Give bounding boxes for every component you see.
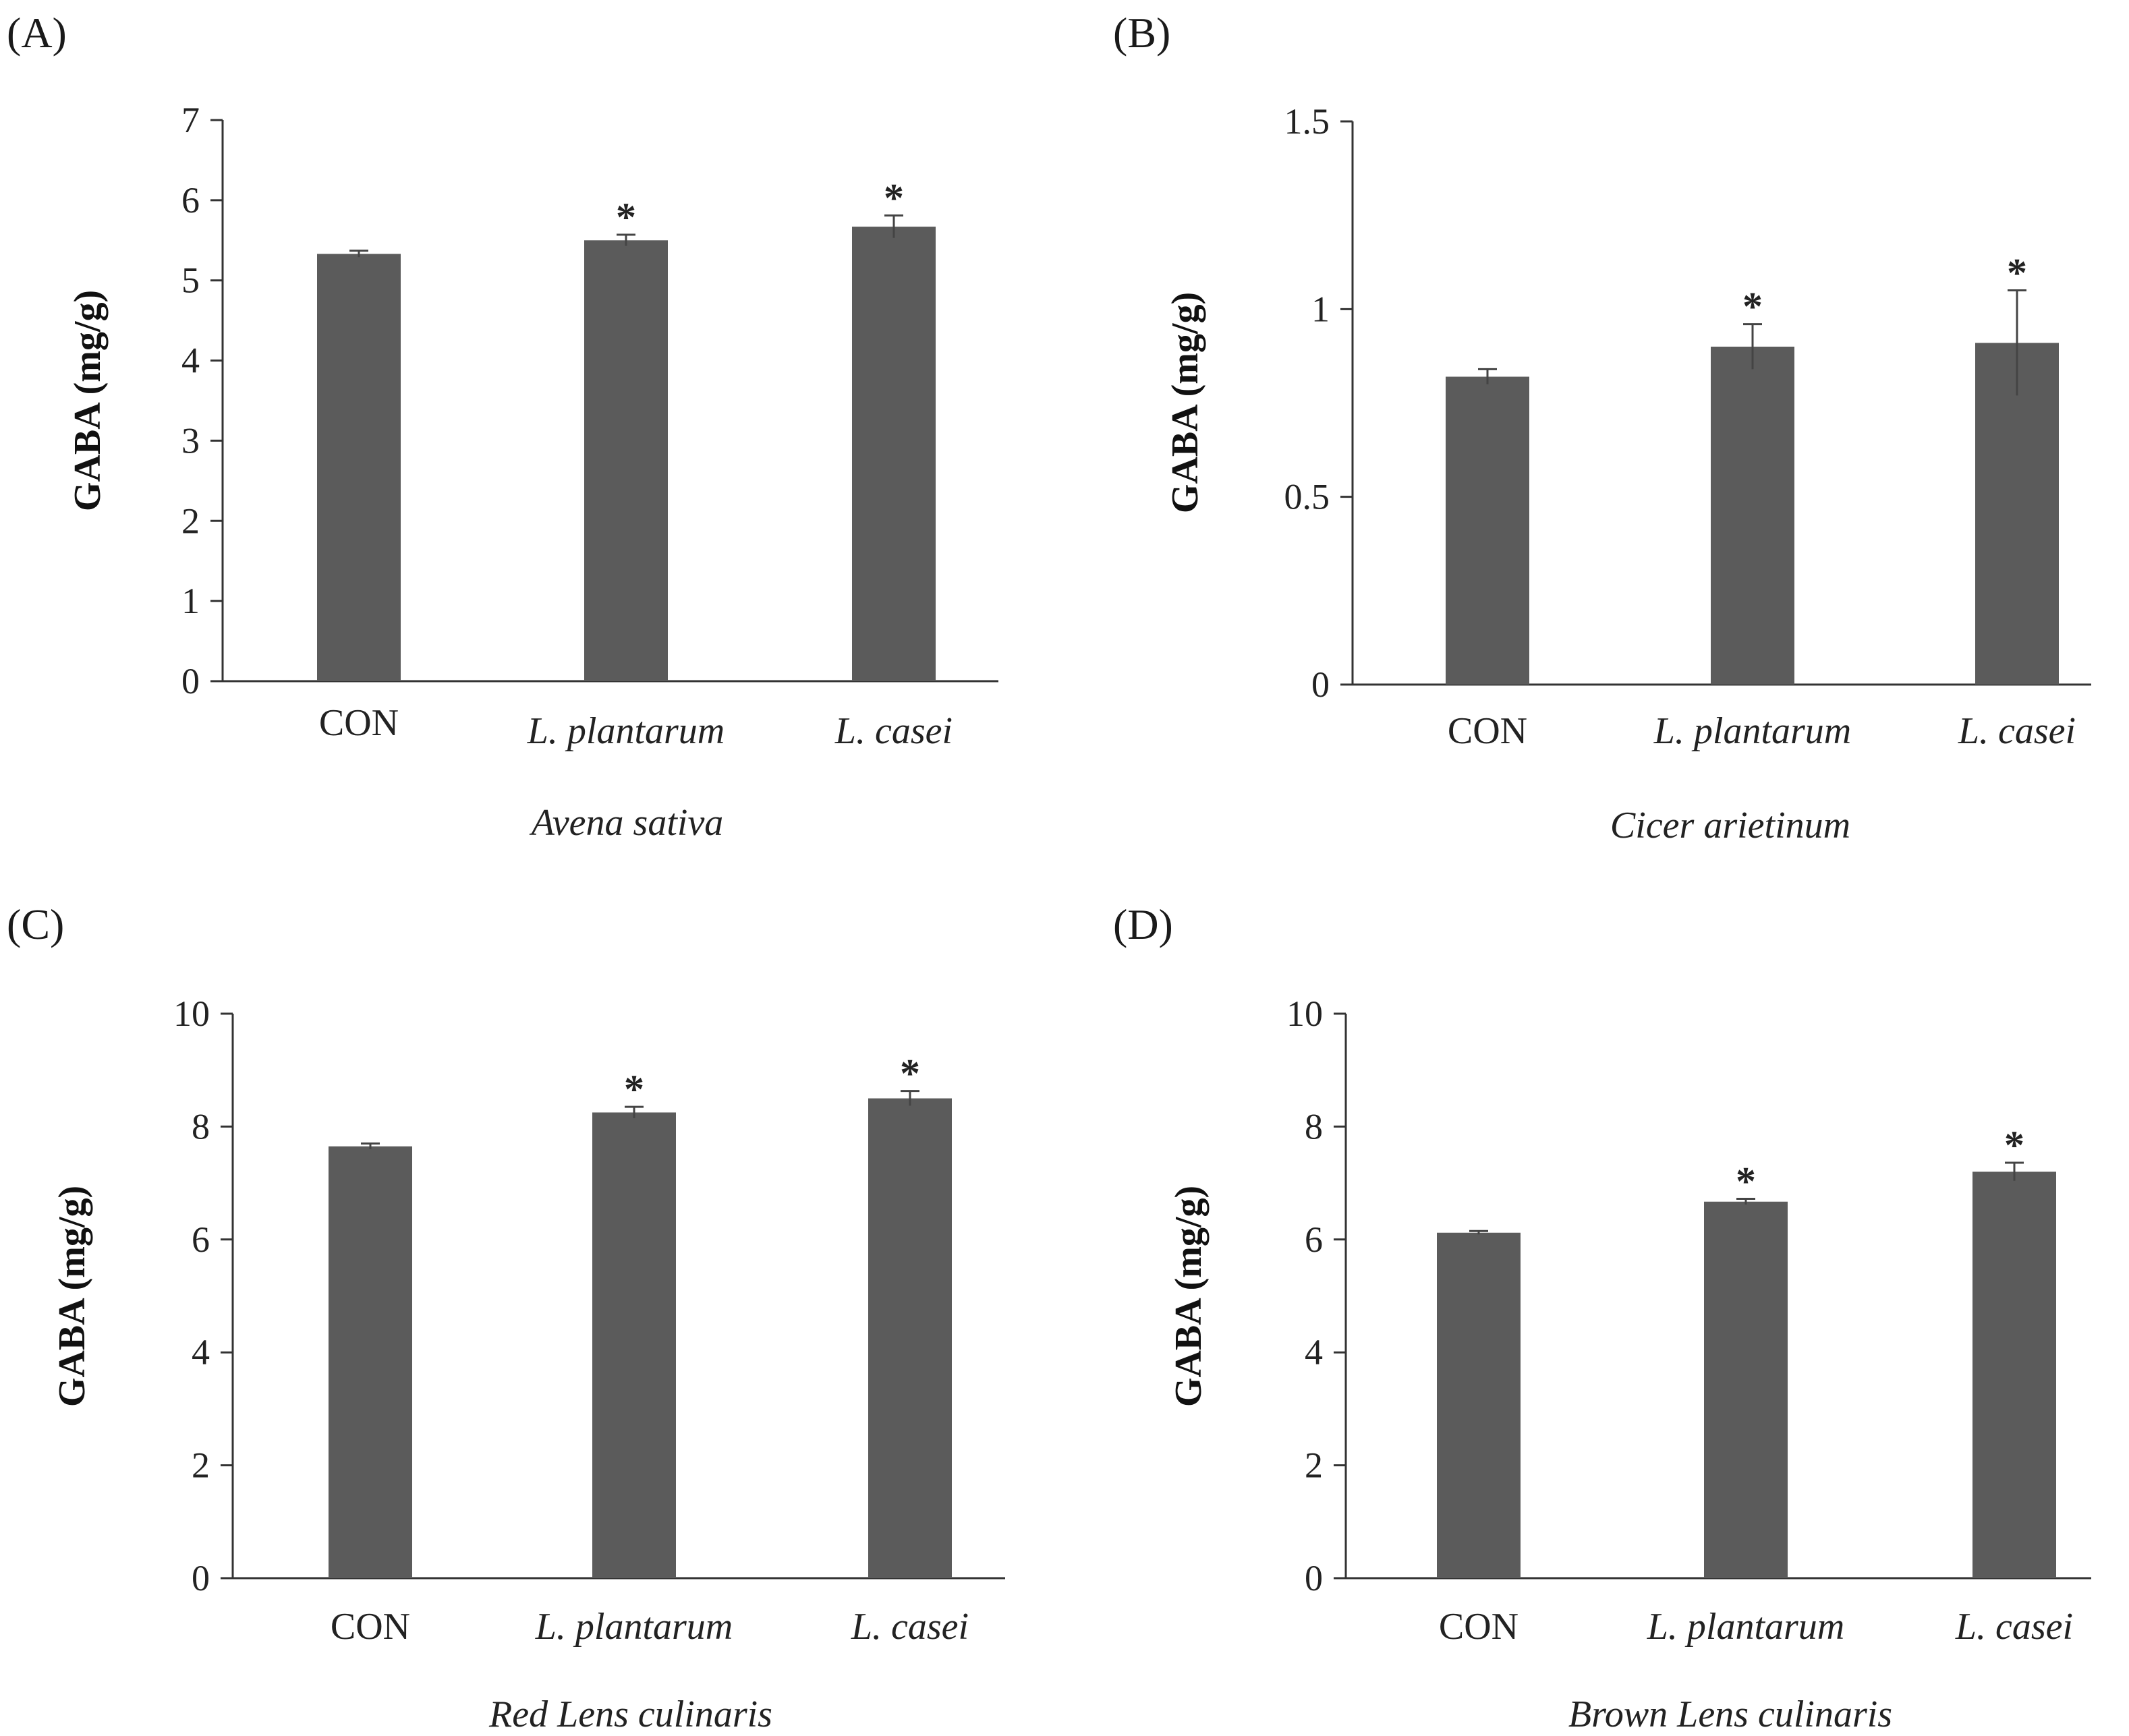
y-tick-label: 4 — [181, 341, 200, 381]
y-tick-label: 8 — [192, 1106, 210, 1147]
significance-marker: * — [1736, 1159, 1756, 1204]
significance-marker: * — [2004, 1123, 2024, 1167]
x-axis-title: Cicer arietinum — [1610, 805, 1850, 846]
chart-panel-c: (C) 0 2 4 6 8 10 CON * L. plantarum * L. casei GABA … — [7, 900, 1005, 1735]
y-tick-label: 0.5 — [1284, 477, 1330, 517]
bar — [1711, 347, 1794, 685]
category-label: L. plantarum — [535, 1606, 733, 1648]
chart-panel-a: (A) 0 1 2 3 4 5 6 7 CON * L. plantarum * L. casei GABA… — [7, 9, 998, 844]
panel-label: (B) — [1113, 9, 1170, 57]
bar — [1437, 1232, 1521, 1578]
chart-panel-b: (B) 0 0.5 1 1.5 CON * L. plantarum * L. casei GABA… — [1113, 9, 2091, 846]
category-label: L. plantarum — [1653, 710, 1852, 752]
bar — [1704, 1201, 1788, 1578]
y-tick-label: 1 — [1311, 289, 1330, 329]
x-axis-title: Avena sativa — [529, 802, 724, 844]
bar — [592, 1112, 676, 1578]
y-axis-title: GABA (mg/g) — [51, 1186, 93, 1407]
category-label: L. casei — [834, 710, 953, 752]
y-tick-label: 4 — [1305, 1332, 1323, 1372]
y-tick-label: 8 — [1305, 1106, 1323, 1147]
chart-panel-d: (D) 0 2 4 6 8 10 CON * L. plantarum * L. casei GABA … — [1113, 900, 2091, 1735]
x-axis-title: Brown Lens culinaris — [1568, 1694, 1892, 1735]
category-label: CON — [1448, 710, 1527, 752]
y-tick-label: 1.5 — [1284, 101, 1330, 142]
y-tick-label: 2 — [192, 1445, 210, 1486]
panel-label: (A) — [7, 9, 67, 57]
significance-marker: * — [884, 175, 904, 220]
y-tick-label: 2 — [181, 500, 200, 541]
bar — [584, 240, 668, 681]
significance-marker: * — [624, 1067, 644, 1111]
category-label: L. casei — [1958, 710, 2076, 752]
category-label: L. plantarum — [527, 710, 725, 752]
significance-marker: * — [900, 1051, 920, 1096]
y-axis-title: GABA (mg/g) — [1168, 1186, 1210, 1407]
category-label: CON — [331, 1606, 410, 1648]
bar — [317, 254, 401, 681]
y-tick-label: 4 — [192, 1332, 210, 1372]
panel-label: (C) — [7, 900, 64, 948]
y-tick-label: 0 — [181, 661, 200, 701]
y-tick-label: 1 — [181, 581, 200, 621]
bar — [1972, 1171, 2056, 1578]
y-tick-label: 2 — [1305, 1445, 1323, 1486]
y-tick-label: 0 — [1311, 664, 1330, 705]
bar — [329, 1146, 412, 1578]
category-label: L. plantarum — [1647, 1606, 1845, 1648]
significance-marker: * — [2007, 251, 2027, 295]
y-tick-label: 6 — [192, 1219, 210, 1260]
y-tick-label: 0 — [192, 1558, 210, 1598]
panel-label: (D) — [1113, 900, 1173, 948]
category-label: L. casei — [1955, 1606, 2073, 1648]
y-axis-title: GABA (mg/g) — [1164, 292, 1206, 513]
category-label: CON — [1439, 1606, 1518, 1648]
bar — [1975, 343, 2059, 685]
y-tick-label: 3 — [181, 420, 200, 461]
category-label: CON — [319, 702, 399, 744]
bar — [1446, 376, 1529, 685]
y-tick-label: 10 — [1286, 993, 1323, 1034]
y-axis-title: GABA (mg/g) — [67, 290, 109, 511]
bar — [852, 227, 936, 682]
y-tick-label: 0 — [1305, 1558, 1323, 1598]
x-axis-title: Red Lens culinaris — [488, 1694, 772, 1735]
y-tick-label: 6 — [1305, 1219, 1323, 1260]
category-label: L. casei — [851, 1606, 969, 1648]
significance-marker: * — [616, 195, 636, 239]
significance-marker: * — [1742, 285, 1763, 329]
y-tick-label: 6 — [181, 180, 200, 221]
bar — [868, 1098, 952, 1578]
y-tick-label: 7 — [181, 100, 200, 140]
y-tick-label: 10 — [173, 993, 210, 1034]
y-tick-label: 5 — [181, 260, 200, 301]
